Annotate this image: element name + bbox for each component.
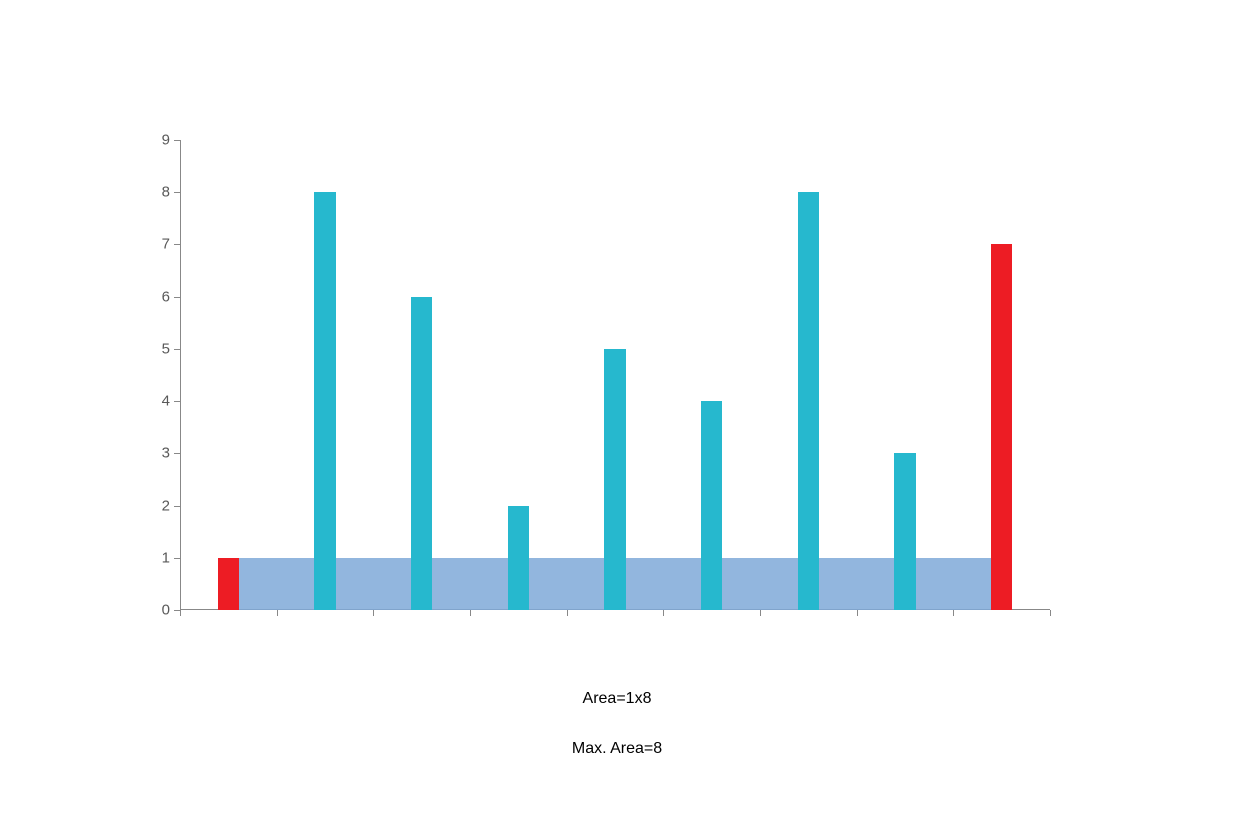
caption-max-area: Max. Area=8: [0, 740, 1234, 758]
x-tick-mark: [663, 610, 664, 616]
y-tick-label: 0: [140, 602, 170, 619]
bar: [604, 349, 625, 610]
bar: [508, 506, 529, 610]
y-tick-mark: [174, 140, 180, 141]
caption-area: Area=1x8: [0, 690, 1234, 708]
y-tick-mark: [174, 244, 180, 245]
bar: [894, 453, 915, 610]
bar: [314, 192, 335, 610]
bar: [991, 244, 1012, 610]
x-tick-mark: [953, 610, 954, 616]
x-tick-mark: [760, 610, 761, 616]
y-tick-mark: [174, 297, 180, 298]
y-tick-label: 5: [140, 340, 170, 357]
plot-area: [180, 140, 1050, 610]
x-tick-mark: [180, 610, 181, 616]
y-tick-mark: [174, 453, 180, 454]
y-tick-mark: [174, 506, 180, 507]
x-tick-mark: [373, 610, 374, 616]
y-tick-label: 8: [140, 184, 170, 201]
x-tick-mark: [567, 610, 568, 616]
histogram-chart: 0123456789: [140, 140, 1050, 610]
y-tick-mark: [174, 349, 180, 350]
bar: [411, 297, 432, 610]
y-tick-mark: [174, 401, 180, 402]
bar: [701, 401, 722, 610]
x-tick-mark: [857, 610, 858, 616]
y-tick-mark: [174, 558, 180, 559]
x-tick-mark: [1050, 610, 1051, 616]
y-tick-label: 7: [140, 236, 170, 253]
y-tick-label: 1: [140, 549, 170, 566]
x-tick-mark: [470, 610, 471, 616]
bar: [798, 192, 819, 610]
y-tick-label: 4: [140, 393, 170, 410]
y-tick-mark: [174, 192, 180, 193]
y-tick-label: 9: [140, 132, 170, 149]
y-tick-label: 6: [140, 288, 170, 305]
bar: [218, 558, 239, 610]
y-tick-label: 3: [140, 445, 170, 462]
y-tick-label: 2: [140, 497, 170, 514]
x-tick-mark: [277, 610, 278, 616]
